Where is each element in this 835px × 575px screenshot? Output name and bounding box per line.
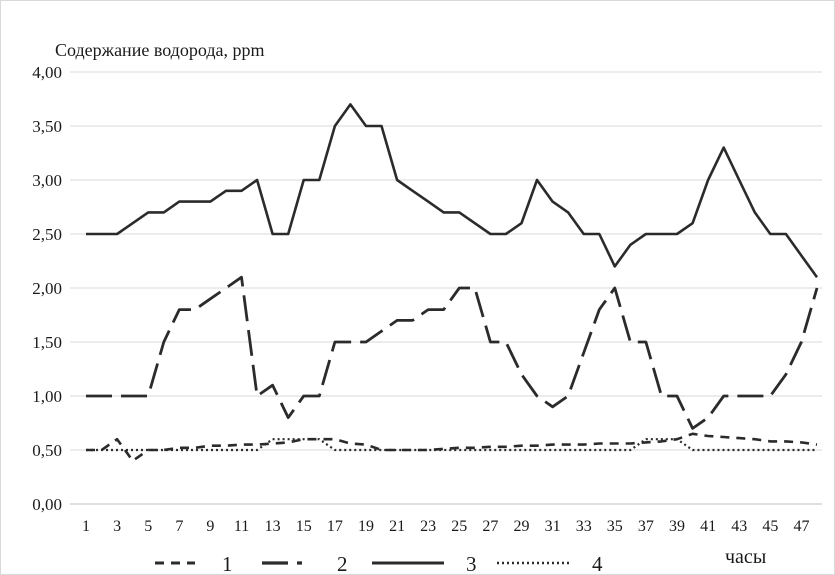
y-tick-label: 1,50 <box>32 333 62 352</box>
x-tick-label: 19 <box>358 518 374 535</box>
series-lines <box>86 103 819 463</box>
legend-label-1: 1 <box>222 552 233 575</box>
x-tick-label: 9 <box>206 518 214 535</box>
x-tick-label: 37 <box>638 518 654 535</box>
gridlines <box>70 71 822 505</box>
x-tick-label: 31 <box>545 518 561 535</box>
y-tick-labels: 0,00 0,50 1,00 1,50 2,00 2,50 3,00 3,50 4,00 <box>32 63 62 514</box>
y-tick-label: 1,00 <box>32 387 62 406</box>
x-tick-label: 17 <box>327 518 343 535</box>
x-tick-label: 13 <box>265 518 281 535</box>
x-tick-label: 27 <box>482 518 498 535</box>
series-line-4 <box>86 438 817 452</box>
x-tick-label: 47 <box>793 518 809 535</box>
x-tick-label: 29 <box>513 518 529 535</box>
x-tick-label: 21 <box>389 518 405 535</box>
series-line-3 <box>86 103 819 278</box>
y-axis-title: Содержание водорода, ppm <box>55 40 264 60</box>
y-tick-label: 0,00 <box>32 495 62 514</box>
x-tick-label: 43 <box>731 518 747 535</box>
x-tick-label: 5 <box>144 518 152 535</box>
x-tick-label: 3 <box>113 518 121 535</box>
x-tick-label: 33 <box>576 518 592 535</box>
x-tick-label: 11 <box>234 518 249 535</box>
x-tick-labels: 1 3 5 7 9 11 13 15 17 19 21 23 25 27 29 31 33 35 37 39 41 43 4… <box>82 518 809 535</box>
x-tick-label: 1 <box>82 518 90 535</box>
y-tick-label: 2,00 <box>32 279 62 298</box>
legend-label-2: 2 <box>337 552 348 575</box>
y-tick-label: 3,00 <box>32 171 62 190</box>
y-tick-label: 3,50 <box>32 117 62 136</box>
legend-label-4: 4 <box>592 552 603 575</box>
y-tick-label: 2,50 <box>32 225 62 244</box>
x-tick-label: 7 <box>175 518 183 535</box>
legend-label-3: 3 <box>466 552 477 575</box>
x-tick-label: 23 <box>420 518 436 535</box>
y-tick-label: 4,00 <box>32 63 62 82</box>
x-tick-label: 45 <box>762 518 778 535</box>
x-tick-label: 15 <box>296 518 312 535</box>
x-tick-label: 41 <box>700 518 716 535</box>
x-axis-title: часы <box>725 546 766 568</box>
x-tick-label: 35 <box>607 518 623 535</box>
x-tick-label: 25 <box>451 518 467 535</box>
series-line-2 <box>86 275 819 430</box>
series-line-1 <box>86 432 818 463</box>
x-tick-label: 39 <box>669 518 685 535</box>
legend: 1 2 3 4 <box>155 552 603 575</box>
y-tick-label: 0,50 <box>32 441 62 460</box>
